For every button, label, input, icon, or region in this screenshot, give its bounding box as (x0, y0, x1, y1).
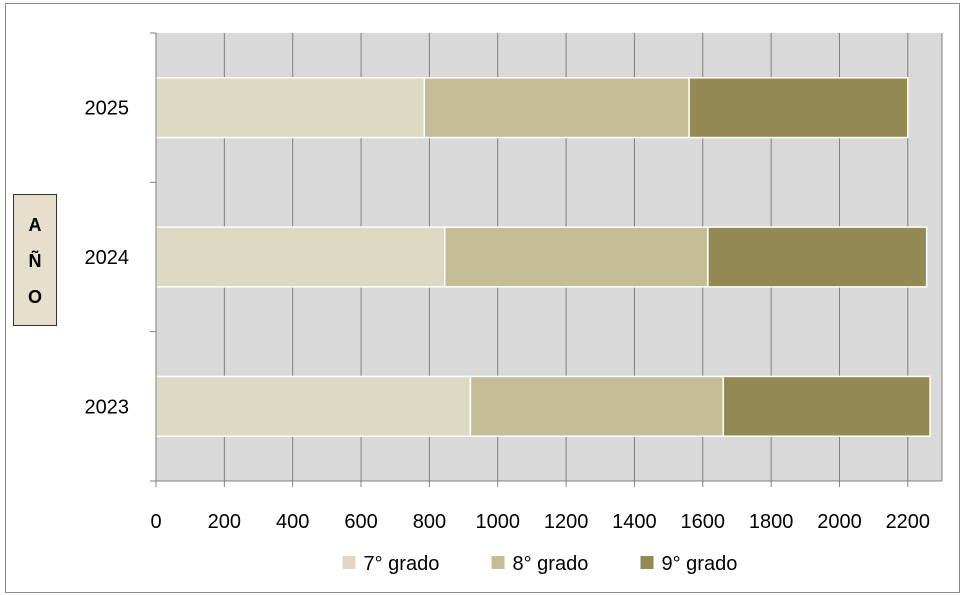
x-tick-label: 600 (344, 511, 377, 533)
x-tick-label: 2000 (817, 511, 862, 533)
bar-segment (155, 226, 446, 288)
legend-label: 9° grado (662, 553, 738, 575)
y-axis-title-letter: A (28, 215, 42, 235)
y-axis-title: A Ñ O (13, 194, 57, 326)
bar-segment (722, 375, 931, 437)
x-tick-labels: 0 200 400 600 800 1000 1200 1400 1600 1800 2000 220… (150, 511, 930, 533)
bar-segment (444, 226, 709, 288)
legend-label: 7° grado (364, 553, 440, 575)
y-tick-label: 2025 (85, 98, 130, 120)
bar-segment (423, 77, 690, 139)
bars (155, 77, 931, 437)
x-tick-label: 2200 (886, 511, 931, 533)
bar-segment (688, 77, 909, 139)
y-tick-label: 2023 (85, 396, 130, 418)
bar-segment (155, 375, 472, 437)
x-tick-label: 1200 (544, 511, 589, 533)
x-tick-label: 800 (413, 511, 446, 533)
y-axis-title-letter: O (27, 287, 42, 307)
bar-segment (469, 375, 725, 437)
x-tick-label: 1600 (681, 511, 726, 533)
y-tick-labels: 2023 2024 2025 (85, 98, 130, 419)
x-tick-label: 200 (208, 511, 241, 533)
bar-segment (155, 77, 426, 139)
legend-label: 8° grado (513, 553, 589, 575)
x-tick-label: 1400 (612, 511, 657, 533)
legend: 7° grado 8° grado 9° grado (342, 553, 738, 575)
legend-swatch (491, 556, 505, 569)
axes (150, 32, 942, 487)
y-tick-label: 2024 (85, 247, 130, 269)
x-tick-label: 400 (276, 511, 309, 533)
x-tick-label: 1000 (475, 511, 520, 533)
x-tick-label: 1800 (749, 511, 794, 533)
x-tick-label: 0 (150, 511, 161, 533)
legend-swatch (640, 556, 654, 569)
legend-swatch (342, 556, 356, 569)
bar-segment (707, 226, 928, 288)
y-axis-title-letter: Ñ (28, 251, 42, 271)
